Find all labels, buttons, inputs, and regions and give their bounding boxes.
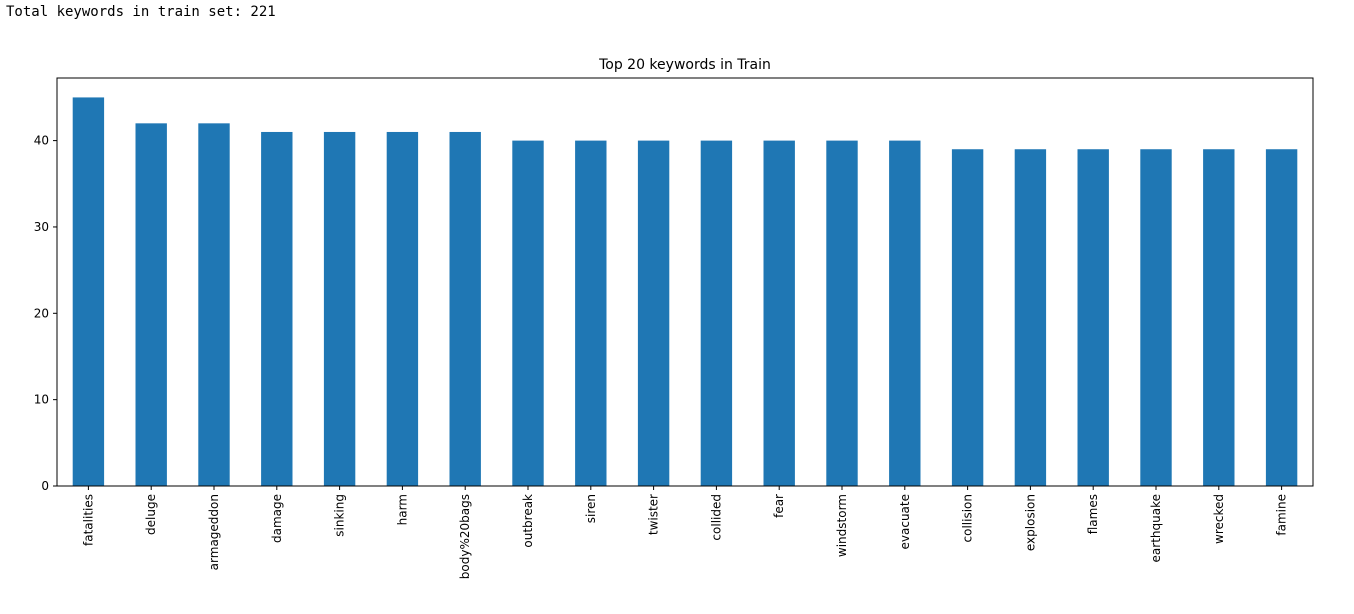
x-tick-label: wrecked bbox=[1212, 494, 1226, 544]
bar-12 bbox=[826, 140, 858, 486]
x-tick-label: collision bbox=[961, 494, 975, 542]
bar-7 bbox=[512, 140, 544, 486]
bar-15 bbox=[1014, 149, 1047, 486]
y-tick-label: 30 bbox=[34, 220, 49, 234]
plot-frame bbox=[56, 77, 1314, 487]
x-tick-label: fatalities bbox=[81, 494, 95, 546]
x-tick-label: famine bbox=[1275, 494, 1289, 536]
bar-10 bbox=[700, 140, 733, 486]
y-tick-label: 20 bbox=[34, 306, 49, 320]
x-tick-label: harm bbox=[395, 494, 409, 525]
output-text: Total keywords in train set: 221 bbox=[6, 4, 276, 20]
x-tick-label: sinking bbox=[333, 494, 347, 537]
bar-11 bbox=[763, 140, 795, 486]
x-tick-label: collided bbox=[709, 494, 723, 541]
bars-layer bbox=[72, 97, 1298, 486]
x-tick-label: evacuate bbox=[898, 494, 912, 549]
bar-6 bbox=[449, 131, 481, 486]
x-tick-label: twister bbox=[647, 494, 661, 535]
bar-13 bbox=[889, 140, 921, 486]
x-tick-label: body%20bags bbox=[458, 494, 472, 579]
bar-3 bbox=[261, 131, 293, 486]
x-tick-label: windstorm bbox=[835, 494, 849, 557]
x-axis: fatalities deluge armageddon damage sinking h… bbox=[81, 486, 1289, 579]
y-tick-label: 10 bbox=[34, 393, 49, 407]
bar-19 bbox=[1265, 149, 1298, 486]
bar-1 bbox=[135, 123, 167, 486]
x-tick-label: armageddon bbox=[207, 494, 221, 570]
bar-8 bbox=[575, 140, 607, 486]
x-tick-label: deluge bbox=[144, 494, 158, 535]
x-tick-label: siren bbox=[584, 494, 598, 523]
x-tick-label: fear bbox=[772, 494, 786, 518]
x-tick-label: explosion bbox=[1023, 494, 1037, 551]
y-tick-label: 40 bbox=[34, 134, 49, 148]
bar-17 bbox=[1140, 149, 1172, 486]
bar-4 bbox=[323, 131, 356, 486]
bar-9 bbox=[637, 140, 670, 486]
bar-5 bbox=[386, 131, 419, 486]
x-tick-label: flames bbox=[1086, 494, 1100, 534]
bar-14 bbox=[951, 149, 984, 486]
y-axis: 0 10 20 30 40 bbox=[34, 134, 57, 493]
y-tick-label: 0 bbox=[41, 479, 49, 493]
bar-2 bbox=[198, 123, 230, 486]
x-tick-label: earthquake bbox=[1149, 494, 1163, 562]
x-tick-label: damage bbox=[270, 494, 284, 543]
bar-16 bbox=[1077, 149, 1109, 486]
bar-18 bbox=[1203, 149, 1235, 486]
chart-title: Top 20 keywords in Train bbox=[598, 57, 771, 73]
x-tick-label: outbreak bbox=[521, 494, 535, 548]
bar-0 bbox=[72, 97, 105, 486]
